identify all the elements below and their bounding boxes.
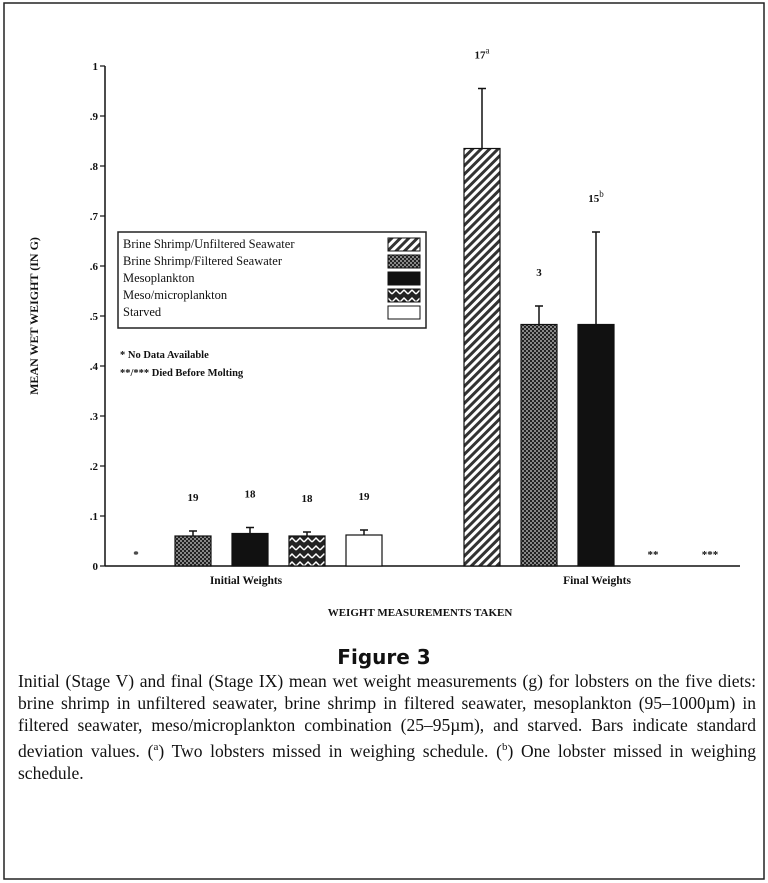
legend-swatch xyxy=(387,237,421,252)
count-label-text: 19 xyxy=(359,491,371,503)
count-label: 3 xyxy=(536,267,542,279)
caption-text: ) One lobster missed in weighing schedul… xyxy=(18,740,757,783)
frame xyxy=(3,2,765,880)
legend-label: Starved xyxy=(123,305,162,319)
caption-note: b xyxy=(501,741,508,753)
bar xyxy=(345,534,383,567)
count-label-text: 3 xyxy=(536,267,542,279)
count-label: 18 xyxy=(245,489,257,501)
legend-label: Brine Shrimp/Filtered Seawater xyxy=(123,254,283,268)
y-tick-label: .2 xyxy=(90,461,99,473)
bar xyxy=(577,323,615,567)
x-tick-label: Initial Weights xyxy=(210,575,283,587)
count-label-text: 18 xyxy=(302,493,314,505)
y-tick-label: .4 xyxy=(90,361,99,373)
legend-label: Meso/microplankton xyxy=(123,288,228,302)
bar xyxy=(288,535,326,567)
figure-label: Figure 3 xyxy=(337,645,430,669)
footnote: * No Data Available xyxy=(120,350,209,361)
count-label: * xyxy=(133,549,139,561)
count-label-text: 15 xyxy=(588,193,600,205)
y-tick-label: .8 xyxy=(90,161,99,173)
count-label-note: a xyxy=(486,46,490,56)
bar xyxy=(174,535,212,567)
count-label-text: *** xyxy=(702,549,719,561)
count-label-text: ** xyxy=(648,549,660,561)
caption-text: ) Two lobsters missed in weighing schedu… xyxy=(158,740,502,761)
y-tick-label: 0 xyxy=(93,561,99,573)
x-axis-label: WEIGHT MEASUREMENTS TAKEN xyxy=(328,607,513,619)
y-tick-label: .3 xyxy=(90,411,99,423)
count-label-text: 18 xyxy=(245,489,257,501)
legend-swatch xyxy=(387,254,421,269)
legend-label: Mesoplankton xyxy=(123,271,195,285)
x-tick-label: Final Weights xyxy=(563,575,631,587)
count-label-text: 17 xyxy=(475,50,487,62)
bar xyxy=(520,323,558,567)
count-label: 19 xyxy=(359,491,371,503)
caption: Initial (Stage V) and final (Stage IX) m… xyxy=(18,670,756,784)
caption-note: a xyxy=(153,741,159,753)
count-label-text: 19 xyxy=(188,492,200,504)
count-label: 15b xyxy=(588,189,604,205)
legend-swatch xyxy=(387,288,421,303)
y-tick-label: .7 xyxy=(90,211,99,223)
footnote: **/*** Died Before Molting xyxy=(120,368,244,379)
count-label-note: b xyxy=(599,189,604,199)
count-label: 19 xyxy=(188,492,200,504)
count-label: 18 xyxy=(302,493,314,505)
count-label: ** xyxy=(648,549,660,561)
y-tick-label: .5 xyxy=(90,311,99,323)
y-axis-label: MEAN WET WEIGHT (IN G) xyxy=(27,237,41,395)
count-label: 17a xyxy=(475,46,490,62)
legend-swatch xyxy=(387,271,421,286)
y-tick-label: .9 xyxy=(90,111,99,123)
legend-label: Brine Shrimp/Unfiltered Seawater xyxy=(123,237,295,251)
legend-swatch xyxy=(387,305,421,320)
caption-text: Initial (Stage V) and final (Stage IX) m… xyxy=(18,671,756,761)
bar xyxy=(463,147,501,567)
y-tick-label: 1 xyxy=(93,61,99,73)
y-tick-label: .1 xyxy=(90,511,98,523)
y-tick-label: .6 xyxy=(90,261,99,273)
legend-box xyxy=(117,231,427,329)
bar xyxy=(231,532,269,567)
count-label-text: * xyxy=(133,549,139,561)
count-label: *** xyxy=(702,549,719,561)
